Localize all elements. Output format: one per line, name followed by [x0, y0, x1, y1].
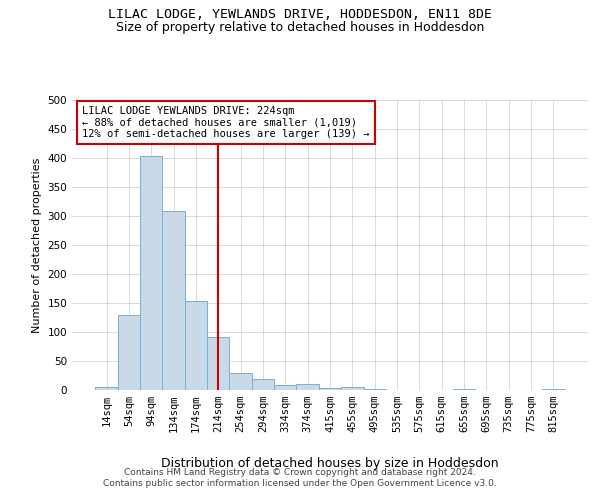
Bar: [118, 314, 140, 390]
Bar: [296, 384, 319, 390]
Bar: [319, 388, 341, 390]
Bar: [95, 387, 118, 390]
Bar: [207, 336, 229, 390]
Y-axis label: Number of detached properties: Number of detached properties: [32, 158, 42, 332]
Bar: [185, 302, 207, 390]
Text: LILAC LODGE YEWLANDS DRIVE: 224sqm
← 88% of detached houses are smaller (1,019)
: LILAC LODGE YEWLANDS DRIVE: 224sqm ← 88%…: [82, 106, 370, 139]
Bar: [274, 386, 296, 390]
Text: Size of property relative to detached houses in Hoddesdon: Size of property relative to detached ho…: [116, 21, 484, 34]
Bar: [252, 379, 274, 390]
Bar: [229, 373, 252, 390]
Bar: [341, 387, 364, 390]
Text: Contains HM Land Registry data © Crown copyright and database right 2024.
Contai: Contains HM Land Registry data © Crown c…: [103, 468, 497, 487]
Text: Distribution of detached houses by size in Hoddesdon: Distribution of detached houses by size …: [161, 458, 499, 470]
Bar: [163, 212, 185, 390]
Text: LILAC LODGE, YEWLANDS DRIVE, HODDESDON, EN11 8DE: LILAC LODGE, YEWLANDS DRIVE, HODDESDON, …: [108, 8, 492, 20]
Bar: [140, 156, 163, 390]
